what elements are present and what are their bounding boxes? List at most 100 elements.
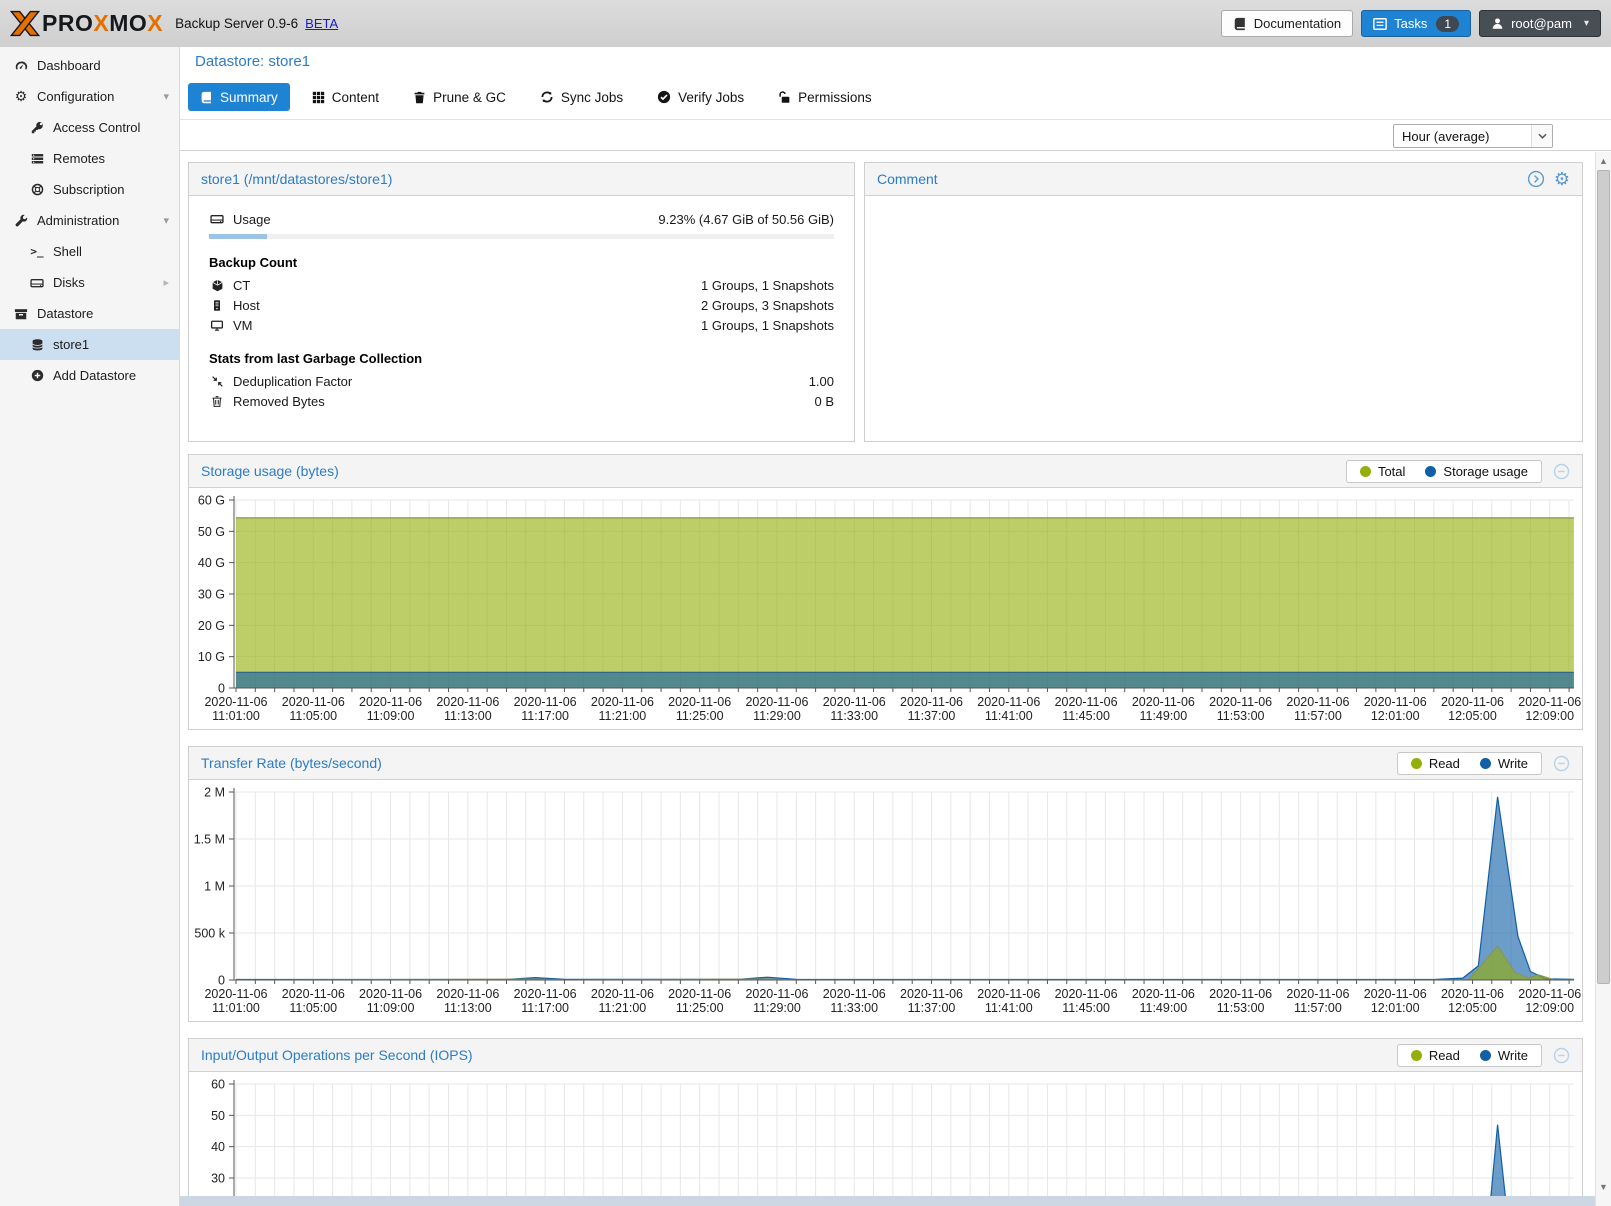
svg-text:11:21:00: 11:21:00	[599, 709, 647, 723]
compress-arrows-icon	[209, 375, 225, 388]
svg-text:11:49:00: 11:49:00	[1139, 709, 1187, 723]
svg-text:2020-11-06: 2020-11-06	[745, 987, 808, 1001]
legend-item-read[interactable]: Read	[1411, 1048, 1460, 1063]
svg-text:2020-11-06: 2020-11-06	[436, 987, 499, 1001]
sidebar-item-access-control[interactable]: Access Control	[0, 112, 179, 143]
svg-text:2020-11-06: 2020-11-06	[1209, 987, 1272, 1001]
svg-text:60: 60	[211, 1078, 225, 1092]
database-icon	[28, 338, 46, 352]
svg-text:2020-11-06: 2020-11-06	[282, 695, 345, 709]
svg-text:2020-11-06: 2020-11-06	[823, 987, 886, 1001]
transfer-rate-panel: Transfer Rate (bytes/second) Read Write …	[188, 746, 1583, 1022]
proxmox-backup-server-app: PROXMOX Backup Server 0.9-6 BETA Documen…	[0, 0, 1611, 1206]
timeframe-select[interactable]: Hour (average)	[1393, 124, 1553, 148]
svg-text:2 M: 2 M	[204, 786, 225, 800]
svg-text:11:01:00: 11:01:00	[212, 709, 260, 723]
svg-text:11:05:00: 11:05:00	[289, 1001, 337, 1015]
collapse-legend-icon[interactable]	[1553, 755, 1570, 772]
sidebar-item-subscription[interactable]: Subscription	[0, 174, 179, 205]
svg-text:50: 50	[211, 1109, 225, 1123]
svg-text:2020-11-06: 2020-11-06	[823, 695, 886, 709]
sidebar-item-label: Add Datastore	[53, 368, 136, 383]
tab-summary[interactable]: Summary	[188, 83, 290, 111]
expand-arrow-icon[interactable]: ▸	[163, 276, 169, 289]
tasks-button[interactable]: Tasks 1	[1361, 10, 1471, 37]
svg-text:11:49:00: 11:49:00	[1139, 1001, 1187, 1015]
tasks-count-badge: 1	[1436, 16, 1459, 32]
svg-text:2020-11-06: 2020-11-06	[514, 695, 577, 709]
legend-item-write[interactable]: Write	[1480, 756, 1528, 771]
trash-icon	[413, 91, 426, 104]
svg-text:2020-11-06: 2020-11-06	[282, 987, 345, 1001]
sidebar-item-dashboard[interactable]: Dashboard	[0, 50, 179, 81]
sidebar-item-shell[interactable]: >_ Shell	[0, 236, 179, 267]
scroll-down-icon[interactable]: ▼	[1596, 1180, 1611, 1194]
plus-circle-icon	[28, 369, 46, 382]
product-version-label: Backup Server 0.9-6	[175, 16, 298, 31]
chart-legend: Read Write	[1397, 752, 1542, 775]
hdd-icon	[209, 212, 225, 226]
check-circle-icon	[657, 90, 671, 104]
collapse-legend-icon[interactable]	[1553, 463, 1570, 480]
legend-item-total[interactable]: Total	[1360, 464, 1405, 479]
legend-item-read[interactable]: Read	[1411, 756, 1460, 771]
panel-body: 0500 k1 M1.5 M2 M2020-11-0611:01:002020-…	[189, 781, 1582, 1021]
collapse-arrow-icon[interactable]: ▾	[163, 90, 169, 103]
panel-header: store1 (/mnt/datastores/store1)	[189, 163, 854, 196]
svg-text:11:53:00: 11:53:00	[1217, 709, 1265, 723]
documentation-button[interactable]: Documentation	[1221, 10, 1353, 37]
scrollbar-thumb[interactable]	[1597, 170, 1610, 984]
row-label: Deduplication Factor	[233, 374, 352, 389]
vertical-scrollbar[interactable]: ▲ ▼	[1595, 152, 1611, 1206]
svg-text:2020-11-06: 2020-11-06	[1364, 695, 1427, 709]
svg-text:12:09:00: 12:09:00	[1525, 709, 1574, 723]
tab-label: Verify Jobs	[678, 90, 744, 105]
bottom-edge-strip	[180, 1196, 1611, 1206]
tab-verify-jobs[interactable]: Verify Jobs	[645, 83, 756, 111]
svg-text:500 k: 500 k	[194, 927, 225, 941]
svg-text:12:05:00: 12:05:00	[1448, 1001, 1497, 1015]
svg-text:60 G: 60 G	[198, 494, 225, 508]
svg-text:2020-11-06: 2020-11-06	[436, 695, 499, 709]
sidebar-item-store1[interactable]: store1	[0, 329, 179, 360]
svg-text:40: 40	[211, 1140, 225, 1154]
proxmox-wordmark: PROXMOX	[42, 10, 163, 37]
chevron-down-icon[interactable]	[1531, 125, 1552, 147]
proxmox-x-icon	[10, 10, 40, 37]
sidebar-item-configuration[interactable]: ⚙ Configuration ▾	[0, 81, 179, 112]
gear-icon[interactable]: ⚙	[1554, 170, 1570, 188]
sidebar-item-datastore[interactable]: Datastore	[0, 298, 179, 329]
collapse-legend-icon[interactable]	[1553, 1047, 1570, 1064]
collapse-arrow-icon[interactable]: ▾	[163, 214, 169, 227]
comment-body[interactable]	[865, 197, 1582, 441]
ct-row: CT 1 Groups, 1 Snapshots	[209, 275, 834, 295]
chevron-down-icon: ▾	[1584, 18, 1589, 29]
legend-item-storage-usage[interactable]: Storage usage	[1425, 464, 1528, 479]
sidebar-item-administration[interactable]: Administration ▾	[0, 205, 179, 236]
svg-text:2020-11-06: 2020-11-06	[977, 695, 1040, 709]
tab-content[interactable]: Content	[300, 83, 391, 111]
legend-item-write[interactable]: Write	[1480, 1048, 1528, 1063]
svg-text:2020-11-06: 2020-11-06	[1286, 695, 1349, 709]
sidebar-item-add-datastore[interactable]: Add Datastore	[0, 360, 179, 391]
tab-sync-jobs[interactable]: Sync Jobs	[528, 83, 635, 111]
svg-text:11:09:00: 11:09:00	[367, 1001, 415, 1015]
sidebar-item-disks[interactable]: Disks ▸	[0, 267, 179, 298]
chart-title: Transfer Rate (bytes/second)	[201, 755, 382, 771]
svg-text:2020-11-06: 2020-11-06	[514, 987, 577, 1001]
expand-circle-icon[interactable]	[1527, 170, 1545, 188]
beta-link[interactable]: BETA	[305, 16, 338, 31]
user-menu-button[interactable]: root@pam ▾	[1479, 10, 1601, 37]
hdd-icon	[28, 276, 46, 290]
sidebar-item-remotes[interactable]: Remotes	[0, 143, 179, 174]
svg-text:2020-11-06: 2020-11-06	[1286, 987, 1349, 1001]
legend-label: Storage usage	[1443, 464, 1528, 479]
scroll-up-icon[interactable]: ▲	[1596, 154, 1611, 168]
row-value: 0 B	[814, 394, 834, 409]
tab-prune-gc[interactable]: Prune & GC	[401, 83, 518, 111]
tab-permissions[interactable]: Permissions	[766, 83, 884, 111]
unlock-icon	[778, 91, 791, 104]
transfer-rate-chart: 0500 k1 M1.5 M2 M2020-11-0611:01:002020-…	[189, 781, 1582, 1021]
svg-text:2020-11-06: 2020-11-06	[1132, 695, 1195, 709]
sidebar: Dashboard ⚙ Configuration ▾ Access Contr…	[0, 47, 180, 1206]
